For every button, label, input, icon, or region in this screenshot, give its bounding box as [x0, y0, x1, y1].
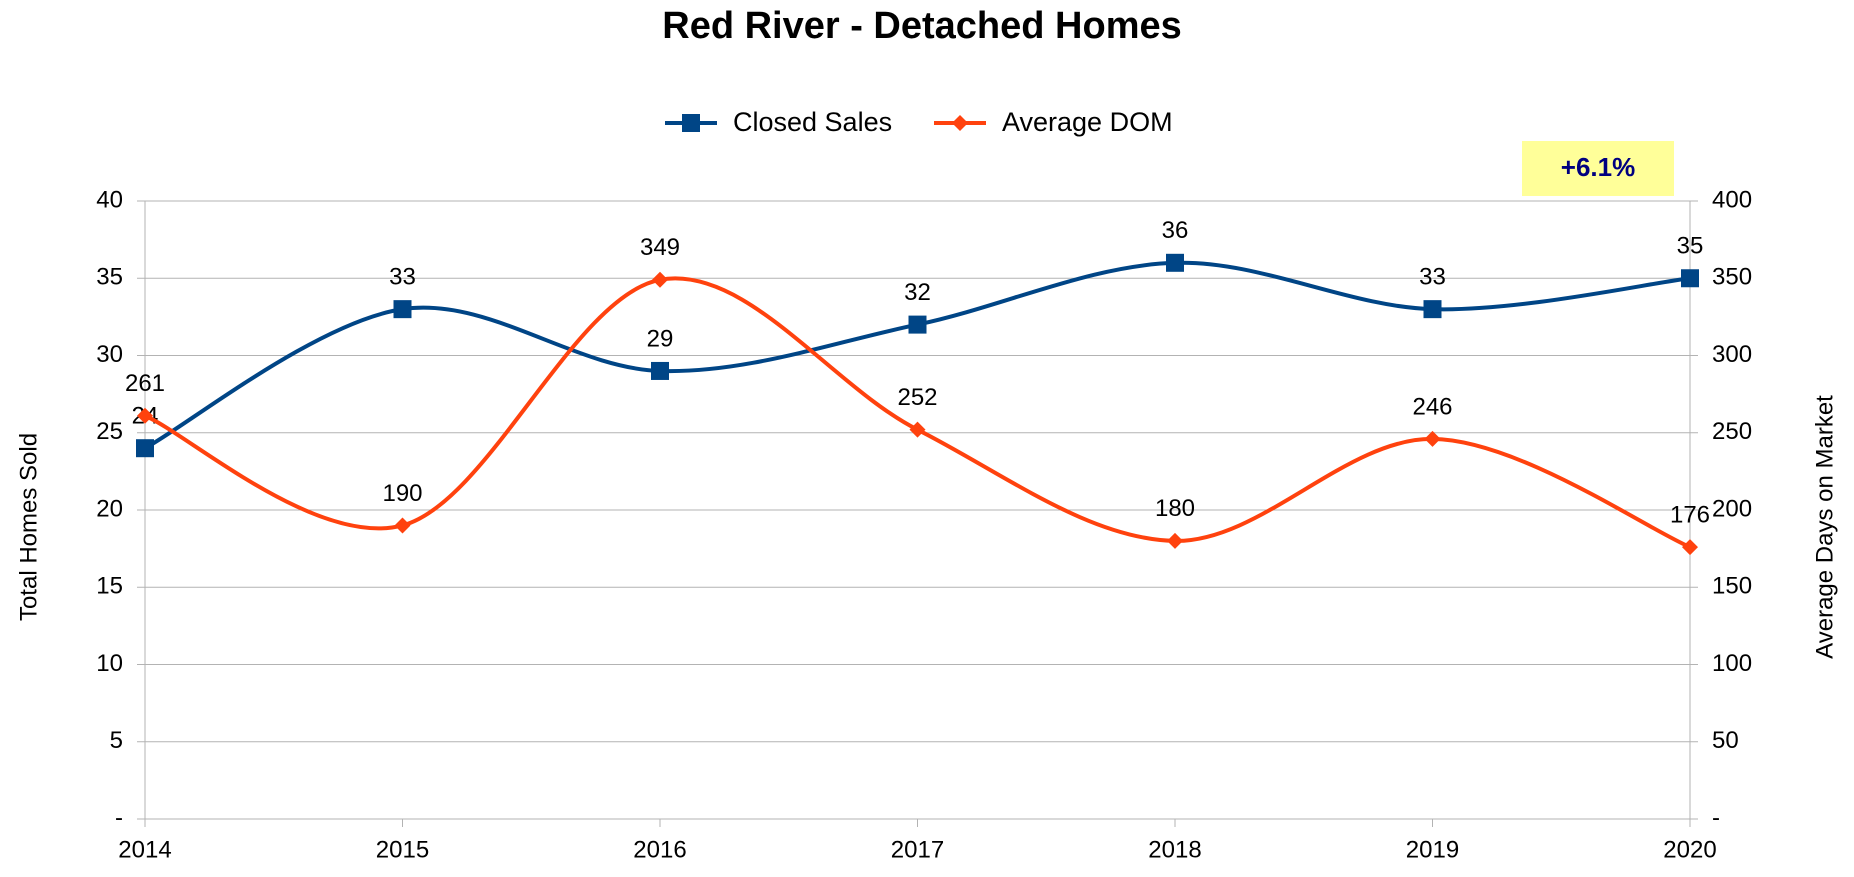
data-label: 35: [1677, 233, 1704, 260]
y-tick-label: -: [115, 804, 123, 831]
legend-marker: [682, 114, 700, 132]
y-tick-label: 40: [96, 186, 123, 213]
point: [909, 421, 926, 438]
x-tick-label: 2020: [1663, 836, 1716, 863]
point: [652, 271, 668, 288]
point: [1424, 430, 1441, 447]
y-tick-label: 5: [110, 727, 123, 754]
legend-marker: [952, 115, 968, 131]
y2-tick-label: 250: [1712, 418, 1752, 445]
x-tick-label: 2015: [376, 836, 429, 863]
x-tick-label: 2017: [891, 836, 944, 863]
point: [393, 300, 412, 319]
y-tick-label: 20: [96, 495, 123, 522]
data-label: 36: [1162, 217, 1189, 244]
data-label: 33: [389, 263, 416, 290]
data-label: 176: [1670, 501, 1710, 528]
y2-tick-label: 150: [1712, 573, 1752, 600]
point: [137, 407, 153, 424]
annotation-box: [1522, 141, 1674, 196]
y2-tick-label: 200: [1712, 495, 1752, 522]
data-label: 246: [1412, 393, 1452, 420]
point: [1167, 532, 1183, 549]
x-tick-label: 2018: [1148, 836, 1201, 863]
y-tick-label: 10: [96, 650, 123, 677]
x-tick-label: 2016: [633, 836, 686, 863]
y2-tick-label: 50: [1712, 727, 1739, 754]
y2-tick-label: 300: [1712, 341, 1752, 368]
data-label: 252: [897, 384, 937, 411]
point: [136, 439, 154, 458]
data-label: 33: [1419, 263, 1446, 290]
point: [1166, 253, 1184, 272]
y2-tick-label: 100: [1712, 650, 1752, 677]
x-tick-label: 2019: [1406, 836, 1459, 863]
x-tick-label: 2014: [118, 836, 171, 863]
y-axis-label: Total Homes Sold: [15, 433, 42, 621]
data-label: 32: [904, 279, 931, 306]
point: [1423, 300, 1442, 319]
y2-tick-label: -: [1712, 804, 1720, 831]
point: [908, 315, 927, 334]
data-label: 190: [382, 480, 422, 507]
y-tick-label: 30: [96, 341, 123, 368]
y-tick-label: 25: [96, 418, 123, 445]
y2-tick-label: 400: [1712, 186, 1752, 213]
y2-axis-label: Average Days on Market: [1811, 395, 1838, 659]
point: [1681, 269, 1699, 288]
point: [394, 517, 411, 534]
y2-tick-label: 350: [1712, 264, 1752, 291]
y-tick-label: 15: [96, 573, 123, 600]
legend-label: Average DOM: [1002, 107, 1173, 137]
data-label: 349: [640, 234, 680, 261]
annotation: +6.1%: [1561, 152, 1635, 182]
point: [651, 361, 669, 380]
legend-label: Closed Sales: [733, 107, 892, 137]
y-tick-label: 35: [96, 264, 123, 291]
data-label: 180: [1155, 495, 1195, 522]
chart-title: Red River - Detached Homes: [662, 5, 1182, 47]
data-label: 29: [647, 325, 674, 352]
point: [1682, 539, 1698, 556]
data-label: 261: [125, 370, 165, 397]
